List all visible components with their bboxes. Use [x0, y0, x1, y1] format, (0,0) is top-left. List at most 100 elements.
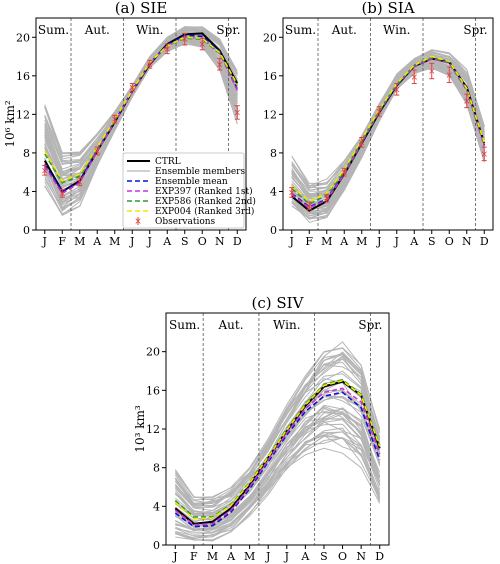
legend-label: EXP586 (Ranked 2nd) [155, 196, 256, 207]
x-tick-label: N [215, 235, 225, 248]
ensemble-member-line [175, 389, 381, 516]
x-tick-label: D [233, 235, 242, 248]
legend-label: CTRL [155, 157, 181, 167]
series-line-exp004-ranked-3rd [44, 36, 239, 182]
observation-point: × [305, 202, 313, 212]
observation-point: × [41, 166, 49, 176]
y-axis-label: 10⁶ km² [3, 100, 17, 148]
x-tick-label: M [244, 550, 255, 563]
y-tick-label: 12 [146, 423, 160, 436]
panel-title: (b) SIA [361, 0, 414, 17]
y-axis-label: 10³ km³ [133, 405, 147, 453]
x-tick-label: D [375, 550, 384, 563]
x-tick-label: N [462, 235, 472, 248]
ensemble-member-line [44, 41, 238, 209]
x-tick-label: J [289, 235, 294, 248]
ensemble-member-line [44, 43, 238, 215]
panel-title: (c) SIV [252, 294, 305, 312]
x-tick-label: J [394, 235, 399, 248]
season-label: Sum. [38, 23, 69, 37]
season-label: Win. [383, 23, 411, 37]
observation-point: × [393, 85, 401, 95]
season-label: Aut. [218, 318, 244, 332]
series-line-ensemble-mean [44, 34, 239, 193]
ensemble-member-line [291, 67, 485, 220]
ensemble-member-line [174, 354, 381, 506]
y-tick-label: 0 [270, 224, 277, 237]
season-label: Sum. [285, 23, 316, 37]
ensemble-member-line [175, 408, 381, 525]
ensemble-member-line [174, 347, 381, 499]
observation-point: × [410, 73, 418, 83]
y-tick-label: 8 [153, 462, 160, 475]
series-line-exp397-ranked-1st [174, 387, 381, 526]
x-tick-label: J [265, 550, 270, 563]
x-tick-label: O [338, 550, 347, 563]
ensemble-member-line [175, 437, 381, 541]
x-tick-label: N [356, 550, 366, 563]
y-tick-label: 12 [263, 108, 277, 121]
x-tick-label: S [320, 550, 328, 563]
observation-point: × [111, 115, 119, 125]
x-tick-label: F [190, 550, 198, 563]
x-tick-label: S [181, 235, 189, 248]
x-tick-label: J [172, 550, 177, 563]
x-tick-label: J [129, 235, 134, 248]
observation-point: × [480, 150, 488, 160]
observation-point: × [181, 35, 189, 45]
legend-label: Ensemble members [155, 167, 245, 177]
observation-point: × [340, 168, 348, 178]
observation-point: × [76, 178, 84, 188]
ensemble-member-line [175, 447, 381, 542]
legend-label: Ensemble mean [155, 177, 228, 187]
series-line-exp004-ranked-3rd [291, 55, 486, 203]
ensemble-member-line [175, 431, 381, 535]
y-tick-label: 4 [23, 185, 30, 198]
x-tick-label: M [321, 235, 332, 248]
series-line-exp004-ranked-3rd [174, 379, 381, 520]
ensemble-member-line [174, 370, 381, 509]
observation-point: × [288, 188, 296, 198]
y-tick-label: 20 [146, 346, 160, 359]
legend-label: EXP397 (Ranked 1st) [155, 186, 253, 197]
plot-frame [282, 17, 494, 231]
legend-label: EXP004 (Ranked 3rd) [155, 206, 254, 217]
x-tick-label: A [409, 235, 419, 248]
ensemble-member-line [291, 63, 485, 217]
season-label: Aut. [331, 23, 357, 37]
legend-label: Observations [155, 217, 216, 227]
x-tick-label: S [428, 235, 436, 248]
x-tick-label: D [480, 235, 489, 248]
legend-box [122, 152, 245, 229]
observation-point: × [463, 97, 471, 107]
observation-point: × [163, 45, 171, 55]
observation-point: × [445, 71, 453, 81]
observation-point: × [323, 194, 331, 204]
observation-point: × [216, 60, 224, 70]
ensemble-member-line [174, 341, 381, 499]
ensemble-member-line [174, 353, 381, 505]
x-tick-label: M [74, 235, 85, 248]
y-tick-label: 16 [146, 384, 160, 397]
observation-point: × [58, 189, 66, 199]
x-tick-label: J [284, 550, 289, 563]
y-tick-label: 0 [23, 224, 30, 237]
observation-point: × [146, 60, 154, 70]
x-tick-label: M [109, 235, 120, 248]
x-tick-label: A [92, 235, 102, 248]
observation-point: × [198, 40, 206, 50]
ensemble-member-line [291, 52, 485, 189]
observation-point: × [428, 67, 436, 77]
observation-point: × [358, 138, 366, 148]
season-label: Spr. [358, 318, 382, 332]
x-tick-label: O [198, 235, 207, 248]
observation-point: × [375, 107, 383, 117]
y-tick-label: 0 [153, 539, 160, 552]
ensemble-member-line [175, 418, 381, 533]
y-tick-label: 12 [16, 108, 30, 121]
season-label: Sum. [169, 318, 200, 332]
